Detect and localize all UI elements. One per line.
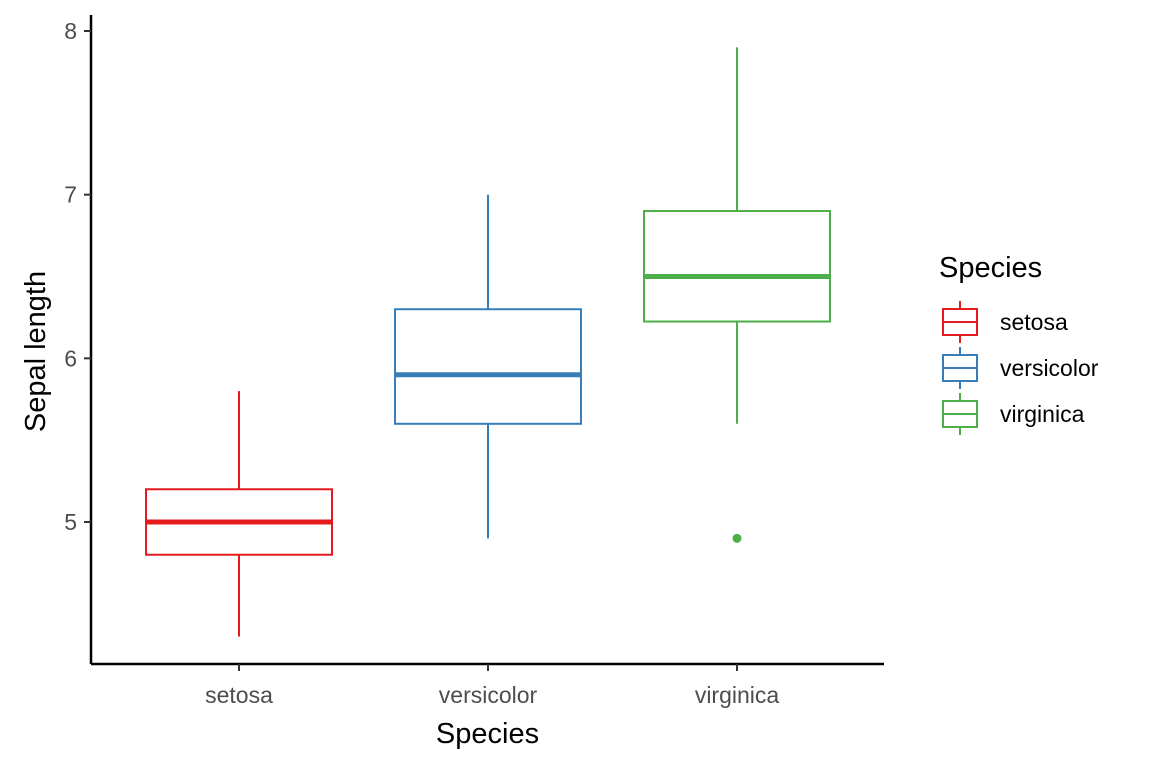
legend-key-versicolor xyxy=(942,347,978,389)
legend-key-virginica xyxy=(942,393,978,435)
outlier-point xyxy=(732,533,742,543)
y-tick-label: 6 xyxy=(64,345,77,371)
interquartile-box xyxy=(643,210,831,323)
x-axis-title: Species xyxy=(436,718,539,750)
x-tick-label: versicolor xyxy=(439,682,538,708)
plot-area xyxy=(145,47,831,637)
box-versicolor xyxy=(394,194,582,539)
y-tick-label: 8 xyxy=(64,18,77,44)
legend-title: Species xyxy=(939,252,1042,284)
legend-label-versicolor: versicolor xyxy=(1000,355,1099,381)
y-axis-title: Sepal length xyxy=(20,271,52,432)
x-tick-label: setosa xyxy=(205,682,273,708)
x-axis-ticks: setosa versicolor virginica xyxy=(205,664,779,708)
legend-key-setosa xyxy=(942,301,978,343)
box-virginica xyxy=(643,47,831,543)
y-tick-label: 5 xyxy=(64,509,77,535)
box-setosa xyxy=(145,391,333,637)
x-tick-label: virginica xyxy=(695,682,780,708)
y-tick-label: 7 xyxy=(64,182,77,208)
y-axis-ticks: 5 6 7 8 xyxy=(64,18,91,535)
legend-label-setosa: setosa xyxy=(1000,309,1068,335)
legend: Species setosa versicolor virginica xyxy=(939,252,1099,435)
interquartile-box xyxy=(394,308,582,425)
legend-label-virginica: virginica xyxy=(1000,401,1085,427)
